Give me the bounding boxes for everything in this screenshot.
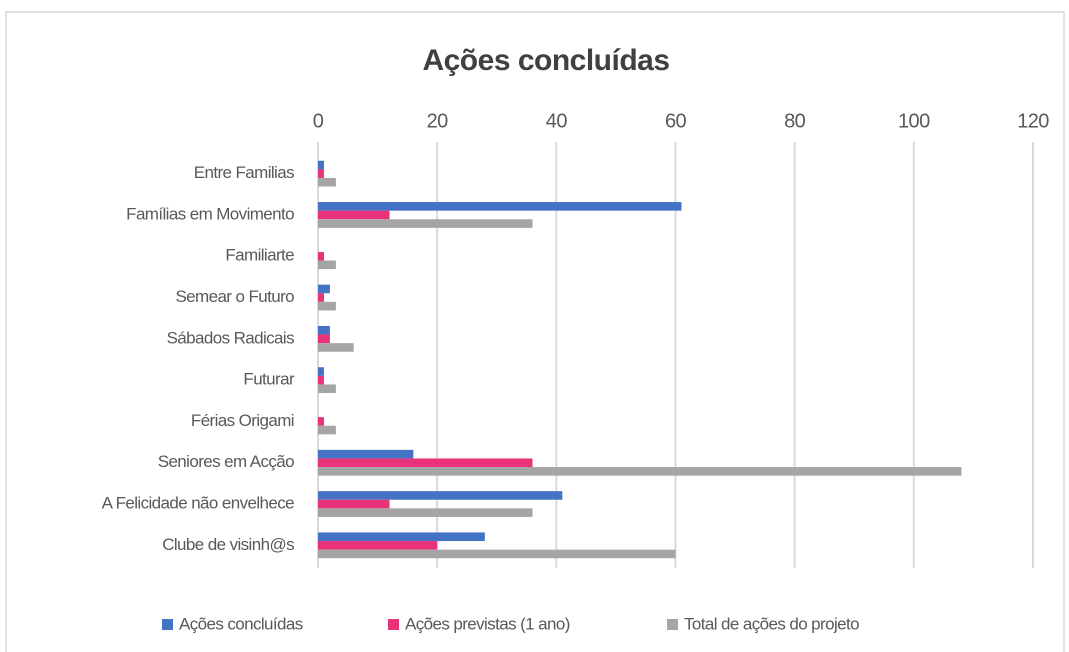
bar (318, 549, 676, 559)
bar (318, 458, 533, 468)
bar (318, 384, 336, 394)
chart-border (5, 11, 1065, 652)
legend-label: Ações previstas (1 ano) (405, 614, 570, 633)
bar (318, 343, 354, 352)
y-tick-label: Semear o Futuro (175, 287, 294, 306)
bar (318, 417, 324, 426)
y-tick-label: Famílias em Movimento (126, 204, 294, 223)
x-tick-label: 60 (665, 110, 687, 132)
legend-swatch (388, 619, 399, 630)
legend-label: Ações concluídas (179, 614, 303, 633)
bar (318, 160, 324, 170)
bar (318, 293, 324, 302)
bar (318, 375, 324, 385)
bar (318, 219, 533, 228)
bar (318, 541, 438, 550)
bar (318, 301, 336, 311)
chart-title: Ações concluídas (422, 44, 669, 77)
legend-swatch (667, 619, 678, 630)
bar (318, 260, 336, 270)
y-tick-label: Sábados Radicais (167, 328, 295, 347)
y-tick-label: A Felicidade não envelhece (102, 494, 294, 513)
bar (318, 202, 682, 211)
bar (318, 499, 390, 509)
y-tick-label: Férias Origami (191, 411, 294, 430)
bar (318, 210, 390, 220)
bar (318, 532, 485, 542)
bar (318, 425, 336, 435)
x-tick-label: 80 (784, 110, 806, 132)
bar (318, 325, 330, 335)
bar (318, 367, 324, 376)
bar (318, 508, 533, 517)
bar (318, 491, 563, 500)
bar (318, 251, 324, 261)
y-tick-label: Entre Familias (194, 163, 294, 182)
bar (318, 467, 962, 476)
bar (318, 449, 414, 459)
bar (318, 334, 330, 344)
x-tick-label: 20 (427, 110, 449, 132)
legend-label: Total de ações do projeto (684, 614, 859, 633)
y-tick-label: Seniores em Acção (158, 452, 294, 471)
y-tick-label: Familiarte (225, 246, 294, 265)
y-tick-label: Futurar (243, 370, 295, 389)
y-tick-label: Clube de visinh@s (162, 535, 294, 554)
legend-swatch (162, 619, 173, 630)
x-tick-label: 120 (1017, 110, 1049, 132)
x-tick-label: 40 (546, 110, 568, 132)
x-tick-label: 0 (313, 110, 324, 132)
bar (318, 284, 330, 294)
bar (318, 177, 336, 187)
bar (318, 169, 324, 178)
x-tick-label: 100 (898, 110, 930, 132)
